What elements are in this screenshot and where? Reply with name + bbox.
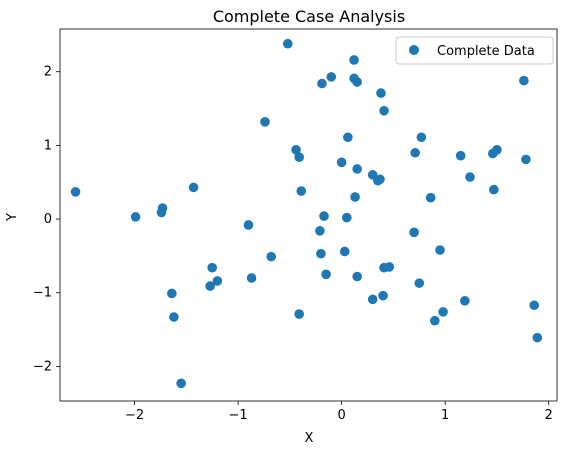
scatter-point bbox=[205, 281, 215, 291]
y-tick-label: −1 bbox=[33, 286, 52, 301]
scatter-point bbox=[532, 332, 543, 343]
scatter-point bbox=[70, 186, 81, 197]
scatter-point bbox=[367, 294, 378, 305]
scatter-point bbox=[326, 72, 337, 82]
scatter-point bbox=[130, 212, 141, 222]
y-tick-label: 1 bbox=[44, 138, 52, 153]
legend-marker bbox=[409, 45, 419, 55]
scatter-point bbox=[492, 145, 502, 155]
scatter-point bbox=[414, 278, 425, 288]
y-tick-label: −2 bbox=[33, 359, 52, 374]
scatter-point bbox=[352, 164, 362, 174]
scatter-point bbox=[521, 154, 531, 165]
scatter-point bbox=[294, 152, 304, 162]
scatter-point bbox=[379, 105, 389, 116]
scatter-point bbox=[294, 309, 304, 319]
scatter-point bbox=[266, 251, 277, 262]
scatter-point bbox=[321, 269, 331, 280]
scatter-point bbox=[167, 288, 177, 299]
scatter-point bbox=[339, 246, 350, 257]
plot-area: −2 −1 0 1 2 −2 −1 0 1 2 bbox=[33, 28, 558, 423]
scatter-point bbox=[319, 211, 329, 221]
scatter-point bbox=[176, 378, 186, 389]
scatter-point bbox=[460, 296, 470, 306]
scatter-point bbox=[349, 55, 359, 65]
chart-title: Complete Case Analysis bbox=[213, 7, 405, 26]
y-axis-label: Y bbox=[5, 213, 20, 222]
scatter-point bbox=[378, 290, 388, 301]
scatter-point bbox=[336, 157, 347, 168]
scatter-point bbox=[376, 88, 386, 98]
y-tick-label: 0 bbox=[44, 212, 52, 227]
scatter-point bbox=[350, 192, 360, 202]
axes-frame bbox=[59, 28, 558, 402]
scatter-point bbox=[352, 271, 362, 282]
scatter-point bbox=[316, 248, 326, 259]
scatter-point bbox=[260, 117, 270, 127]
scatter-point bbox=[529, 300, 540, 311]
scatter-point bbox=[438, 307, 448, 317]
scatter-point bbox=[430, 315, 440, 326]
scatter-point bbox=[489, 184, 499, 195]
x-tick-label: −2 bbox=[125, 408, 144, 423]
scatter-point bbox=[212, 276, 223, 286]
x-axis-label: X bbox=[305, 431, 314, 446]
scatter-point bbox=[243, 220, 254, 230]
scatter-point bbox=[384, 262, 395, 272]
scatter-point bbox=[409, 227, 419, 238]
scatter-point bbox=[425, 192, 436, 203]
scatter-point bbox=[246, 273, 257, 283]
scatter-point bbox=[352, 77, 362, 87]
scatter-point bbox=[282, 38, 293, 49]
scatter-point bbox=[317, 78, 327, 89]
scatter-point bbox=[416, 132, 427, 143]
scatter-point bbox=[207, 262, 218, 273]
x-tick-label: −1 bbox=[229, 408, 248, 423]
scatter-point bbox=[315, 226, 325, 236]
scatter-point bbox=[296, 186, 307, 196]
scatter-point bbox=[343, 132, 353, 143]
scatter-point bbox=[342, 212, 352, 223]
legend-label: Complete Data bbox=[437, 44, 535, 59]
scatter-point bbox=[465, 172, 475, 182]
x-tick-label: 1 bbox=[441, 408, 449, 423]
legend-box bbox=[395, 36, 554, 65]
y-tick-label: 2 bbox=[44, 65, 52, 80]
scatter-point bbox=[519, 75, 529, 86]
x-tick-label: 2 bbox=[545, 408, 553, 423]
scatter-point bbox=[455, 150, 466, 161]
scatter-point bbox=[435, 245, 445, 255]
scatter-point bbox=[375, 174, 385, 185]
x-tick-label: 0 bbox=[337, 408, 345, 423]
scatter-point bbox=[188, 182, 199, 193]
scatter-point bbox=[291, 145, 301, 155]
scatter-point bbox=[169, 312, 179, 322]
legend: Complete Data bbox=[395, 36, 554, 65]
scatter-point bbox=[156, 207, 167, 218]
scatter-point bbox=[410, 147, 420, 158]
